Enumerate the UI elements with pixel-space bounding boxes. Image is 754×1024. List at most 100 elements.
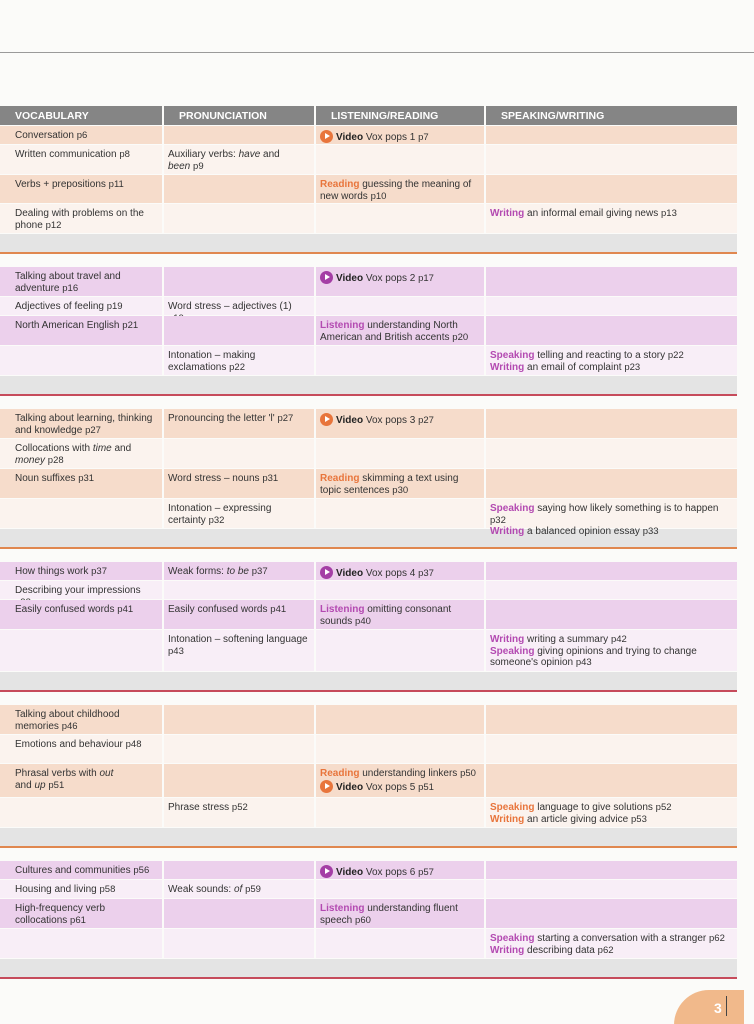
unit-1: Conversation p6 Video Vox pops 1 p7 Writ… — [0, 125, 737, 254]
table-row: Conversation p6 Video Vox pops 1 p7 — [0, 125, 737, 144]
pron-cell — [164, 735, 316, 763]
pron-cell: Pronouncing the letter 'l' p27 — [164, 409, 316, 438]
page-edge-bar — [726, 996, 727, 1016]
sw-cell — [486, 880, 737, 898]
unit-divider — [0, 846, 737, 848]
lr-cell — [316, 204, 486, 233]
play-icon[interactable] — [320, 271, 333, 284]
table-row: Adjectives of feeling p19 Word stress – … — [0, 296, 737, 324]
lr-cell — [316, 880, 486, 898]
contents-table: VOCABULARY PRONUNCIATION LISTENING/READI… — [0, 106, 737, 991]
sw-cell — [486, 126, 737, 144]
lr-cell: Listening understanding North American a… — [316, 316, 486, 345]
pron-cell — [164, 581, 316, 599]
table-row: North American English p21 Listening und… — [0, 315, 737, 345]
table-row: Intonation – expressing certainty p32 Sp… — [0, 498, 737, 537]
vocab-cell: Written communication p8 — [0, 145, 164, 174]
table-row: High-frequency verb collocations p61 Lis… — [0, 898, 737, 928]
unit-separator — [0, 828, 737, 846]
unit-divider — [0, 977, 737, 979]
sw-cell — [486, 705, 737, 734]
pron-cell: Intonation – making exclamations p22 — [164, 346, 316, 375]
sw-cell — [486, 735, 737, 763]
table-row: Talking about travel and adventure p16 V… — [0, 266, 737, 296]
pron-cell — [164, 899, 316, 928]
play-icon[interactable] — [320, 413, 333, 426]
sw-cell — [486, 562, 737, 580]
pron-cell: Auxiliary verbs: have and been p9 — [164, 145, 316, 174]
sw-cell — [486, 175, 737, 203]
table-row: How things work p37 Weak forms: to be p3… — [0, 561, 737, 580]
vocab-cell — [0, 499, 164, 528]
sw-cell — [486, 267, 737, 296]
pron-cell: Intonation – softening language p43 — [164, 630, 316, 671]
lr-cell — [316, 798, 486, 827]
pron-cell — [164, 204, 316, 233]
header-pronunciation: PRONUNCIATION — [164, 106, 316, 125]
vocab-cell: Conversation p6 — [0, 126, 164, 144]
unit-6: Cultures and communities p56 Video Vox p… — [0, 860, 737, 979]
sw-cell — [486, 469, 737, 498]
sw-cell — [486, 439, 737, 468]
pron-cell — [164, 316, 316, 345]
vocab-cell: Noun suffixes p31 — [0, 469, 164, 498]
lr-cell — [316, 145, 486, 174]
table-row: Cultures and communities p56 Video Vox p… — [0, 860, 737, 879]
lr-cell: Video Vox pops 1 p7 — [316, 126, 486, 144]
sw-cell — [486, 861, 737, 879]
vocab-cell: Verbs + prepositions p11 — [0, 175, 164, 203]
table-row: Dealing with problems on the phone p12 W… — [0, 203, 737, 233]
unit-separator — [0, 672, 737, 690]
sw-cell — [486, 581, 737, 599]
vocab-cell: Describing your impressions p38 — [0, 581, 164, 608]
unit-3: Talking about learning, thinking and kno… — [0, 408, 737, 549]
pron-cell — [164, 705, 316, 734]
sw-cell: Writing writing a summary p42 Speaking gi… — [486, 630, 737, 671]
sw-cell: Speaking language to give solutions p52 W… — [486, 798, 737, 827]
play-icon[interactable] — [320, 779, 333, 793]
lr-cell: Reading skimming a text using topic sent… — [316, 469, 486, 498]
table-row: Verbs + prepositions p11 Reading guessin… — [0, 174, 737, 203]
unit-divider — [0, 690, 737, 692]
table-row: Noun suffixes p31 Word stress – nouns p3… — [0, 468, 737, 498]
unit-5: Talking about childhood memories p46 Emo… — [0, 704, 737, 848]
lr-cell: Listening omitting consonant sounds p40 — [316, 600, 486, 629]
vocab-cell: Adjectives of feeling p19 — [0, 297, 164, 315]
pron-cell — [164, 861, 316, 879]
vocab-cell — [0, 798, 164, 827]
unit-divider — [0, 547, 737, 549]
lr-cell — [316, 705, 486, 734]
vocab-cell: Easily confused words p41 — [0, 600, 164, 629]
sw-cell — [486, 316, 737, 345]
sw-cell — [486, 297, 737, 315]
table-row: Housing and living p58 Weak sounds: of p… — [0, 879, 737, 898]
sw-cell — [486, 409, 737, 438]
page-number-tab: 3 — [674, 990, 744, 1024]
play-icon[interactable] — [320, 566, 333, 579]
table-row: Speaking starting a conversation with a … — [0, 928, 737, 958]
unit-2: Talking about travel and adventure p16 V… — [0, 266, 737, 396]
pron-cell: Easily confused words p41 — [164, 600, 316, 629]
pron-cell: Phrase stress p52 — [164, 798, 316, 827]
vocab-cell: Collocations with time and money p28 — [0, 439, 164, 468]
top-rule — [0, 52, 754, 53]
sw-cell: Speaking telling and reacting to a story… — [486, 346, 737, 375]
unit-separator — [0, 376, 737, 394]
table-row: Easily confused words p41 Easily confuse… — [0, 599, 737, 629]
play-icon[interactable] — [320, 865, 333, 878]
vocab-cell: North American English p21 — [0, 316, 164, 345]
vocab-cell — [0, 630, 164, 671]
unit-separator — [0, 959, 737, 977]
play-icon[interactable] — [320, 130, 333, 143]
pron-cell — [164, 175, 316, 203]
lr-cell: Video Vox pops 4 p37 — [316, 562, 486, 580]
pron-cell — [164, 267, 316, 296]
pron-cell — [164, 439, 316, 468]
sw-cell — [486, 764, 737, 797]
table-row: Intonation – softening language p43 Writ… — [0, 629, 737, 671]
unit-divider — [0, 394, 737, 396]
table-row: Intonation – making exclamations p22 Spe… — [0, 345, 737, 375]
pron-cell: Weak forms: to be p37 — [164, 562, 316, 580]
lr-cell — [316, 297, 486, 315]
unit-divider — [0, 252, 737, 254]
